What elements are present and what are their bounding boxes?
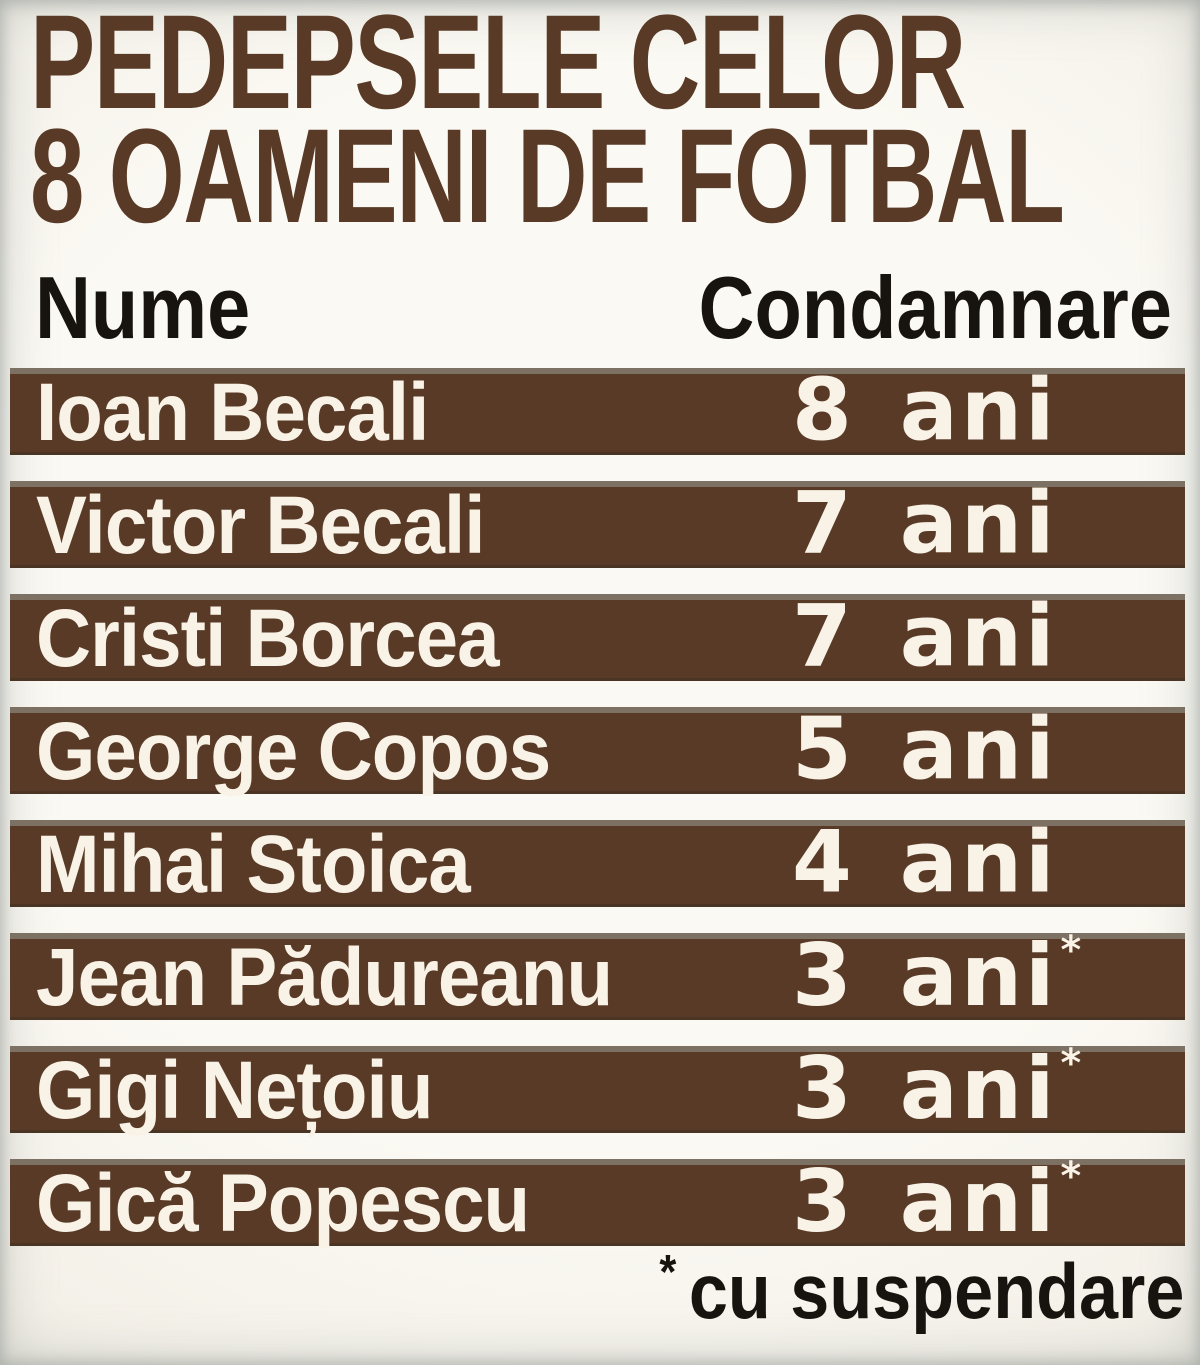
table-row: Jean Pădureanu 3 ani* [10,927,1185,1023]
footnote: * cu suspendare [659,1248,1184,1330]
column-header-name: Nume [35,258,251,357]
sentence-value: 3 ani* [792,1040,1082,1132]
table-row: Ioan Becali 8 ani [10,367,1185,458]
column-header-sentence: Condamnare [698,258,1172,357]
person-name: Gigi Nețoiu [36,1045,433,1136]
table-row: George Copos 5 ani [10,706,1185,797]
suspended-marker: * [1060,1040,1082,1087]
sentence-value: 5 ani [792,706,1058,792]
person-name: Cristi Borcea [36,593,500,684]
sentence-value: 7 ani [792,480,1058,566]
footnote-marker: * [658,1245,676,1299]
sentence-value: 3 ani* [792,1153,1082,1245]
sentence-text: 5 ani [792,699,1058,800]
table-row: Victor Becali 7 ani [10,480,1185,571]
title-line-2: 8 OAMENI DE FOTBAL [30,102,1065,251]
sentence-text: 3 ani [792,1039,1058,1140]
sentence-value: 7 ani [792,593,1058,679]
footnote-text: cu suspendare [688,1246,1184,1335]
suspended-marker: * [1060,1153,1082,1200]
suspended-marker: * [1060,927,1082,974]
person-name: Victor Becali [36,480,485,571]
sentence-value: 8 ani [792,367,1058,453]
table-row: Gică Popescu 3 ani* [10,1153,1185,1249]
person-name: Jean Pădureanu [36,932,613,1023]
sentence-text: 4 ani [792,812,1058,913]
title-line-1: PEDEPSELE CELOR [30,0,966,137]
table-row: Gigi Nețoiu 3 ani* [10,1040,1185,1136]
sentence-value: 4 ani [792,819,1058,905]
table-row: Cristi Borcea 7 ani [10,593,1185,684]
person-name: George Copos [36,706,551,797]
person-name: Mihai Stoica [36,819,471,910]
person-name: Ioan Becali [36,367,429,458]
infographic-title: PEDEPSELE CELOR 8 OAMENI DE FOTBAL [30,0,1200,251]
penalty-rows: Ioan Becali 8 ani Victor Becali 7 ani Cr… [10,367,1185,1272]
sentence-text: 3 ani [792,1152,1058,1253]
sentence-text: 3 ani [792,926,1058,1027]
table-header: Nume Condamnare [35,264,1172,352]
sentence-text: 8 ani [792,360,1058,461]
sentence-text: 7 ani [792,586,1058,687]
person-name: Gică Popescu [36,1158,530,1249]
sentence-value: 3 ani* [792,927,1082,1020]
sentence-text: 7 ani [792,473,1058,574]
table-row: Mihai Stoica 4 ani [10,819,1185,910]
